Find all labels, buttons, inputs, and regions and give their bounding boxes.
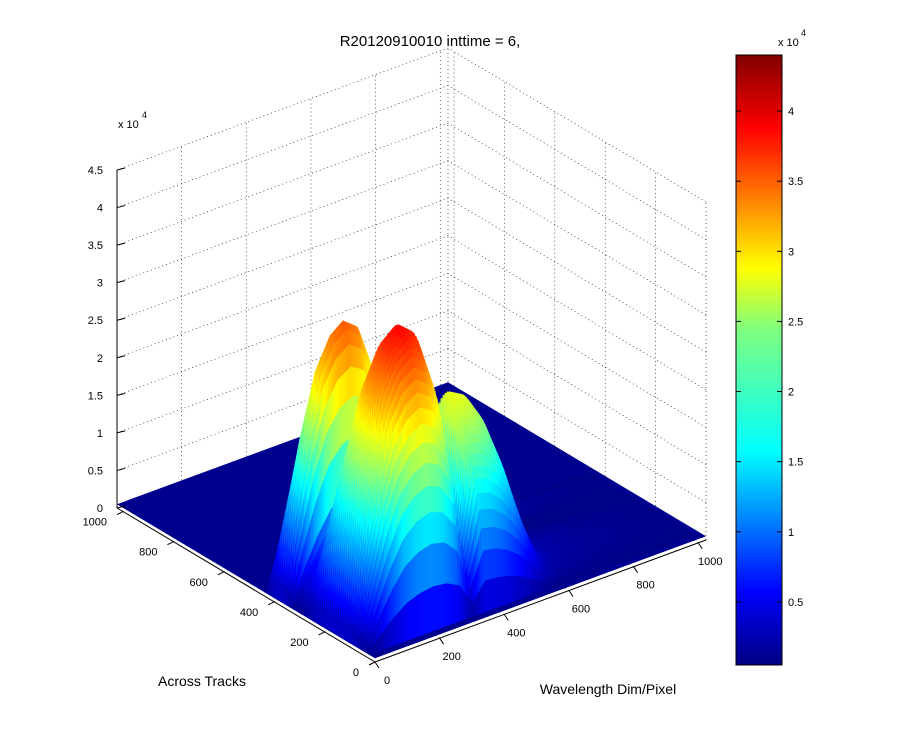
surface-slice <box>612 488 616 491</box>
grid-line <box>447 122 707 278</box>
surface-slice <box>614 489 618 493</box>
grid-line <box>447 273 707 428</box>
surface-plot <box>117 320 706 659</box>
surface-slice <box>610 486 614 490</box>
surface-slice <box>584 472 588 475</box>
grid-line <box>447 47 707 203</box>
chart-title: R20120910010 inttime = 6, <box>340 33 521 50</box>
grid-line <box>116 122 449 246</box>
grid-line <box>447 85 707 240</box>
grid-line <box>447 160 707 315</box>
surface-slice <box>620 493 624 496</box>
grid-line <box>116 235 449 359</box>
grid-line <box>116 197 449 321</box>
grid-line <box>447 235 707 391</box>
x-axis-line <box>374 539 707 663</box>
grid-line <box>447 197 707 353</box>
grid-line <box>116 85 449 208</box>
grid-line <box>116 273 449 396</box>
surface-slice <box>618 492 622 495</box>
grid-line <box>116 348 449 471</box>
y-axis-line <box>116 507 376 663</box>
surface-slice <box>616 491 620 494</box>
grid-line <box>116 310 449 434</box>
grid-line <box>116 160 449 283</box>
surface-slice <box>608 485 612 489</box>
grid-line <box>116 47 449 171</box>
surface-slice <box>586 472 590 476</box>
